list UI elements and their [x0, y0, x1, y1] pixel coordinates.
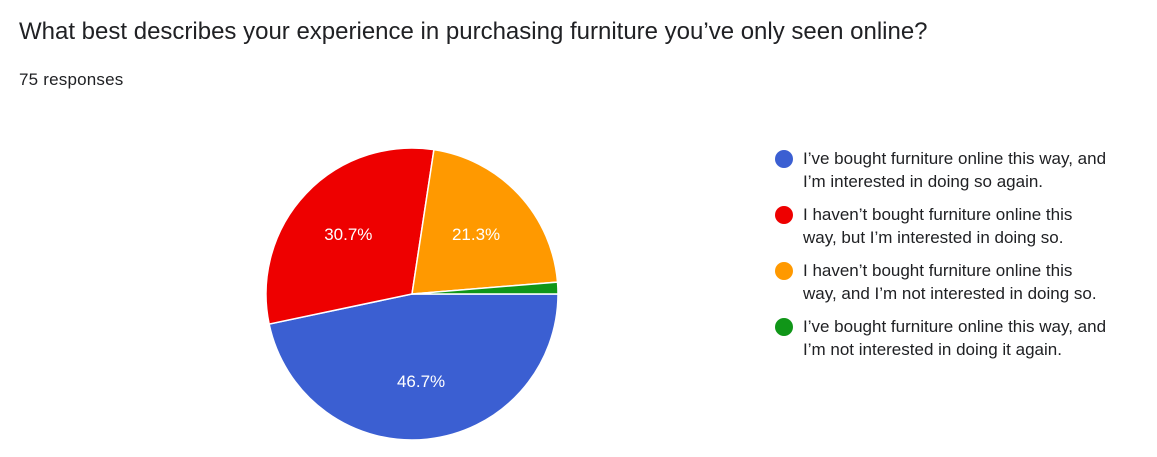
legend-swatch-icon	[775, 318, 793, 336]
pie-slice-1[interactable]	[268, 293, 559, 441]
legend-item-3[interactable]: I haven’t bought furniture online this w…	[775, 259, 1155, 305]
legend-swatch-icon	[775, 206, 793, 224]
pie-slice-label-2: 30.7%	[324, 225, 372, 244]
pie-slice-label-3: 21.3%	[452, 225, 500, 244]
page-title: What best describes your experience in p…	[19, 18, 928, 45]
pie-labels: 46.7% 30.7% 21.3%	[324, 225, 500, 391]
chart-legend: I’ve bought furniture online this way, a…	[775, 147, 1155, 371]
legend-label: I haven’t bought furniture online this w…	[803, 261, 1097, 303]
pie-slices	[265, 147, 559, 441]
pie-slice-label-1: 46.7%	[397, 372, 445, 391]
legend-label: I’ve bought furniture online this way, a…	[803, 149, 1107, 191]
legend-swatch-icon	[775, 150, 793, 168]
legend-item-1[interactable]: I’ve bought furniture online this way, a…	[775, 147, 1155, 193]
legend-label: I haven’t bought furniture online this w…	[803, 205, 1073, 247]
pie-slice-3[interactable]	[411, 148, 559, 295]
response-count: 75 responses	[19, 70, 124, 89]
pie-slice-2[interactable]	[265, 147, 435, 325]
legend-item-4[interactable]: I’ve bought furniture online this way, a…	[775, 315, 1155, 361]
pie-slice-4[interactable]	[411, 281, 559, 295]
legend-item-2[interactable]: I haven’t bought furniture online this w…	[775, 203, 1155, 249]
legend-label: I’ve bought furniture online this way, a…	[803, 317, 1107, 359]
legend-swatch-icon	[775, 262, 793, 280]
